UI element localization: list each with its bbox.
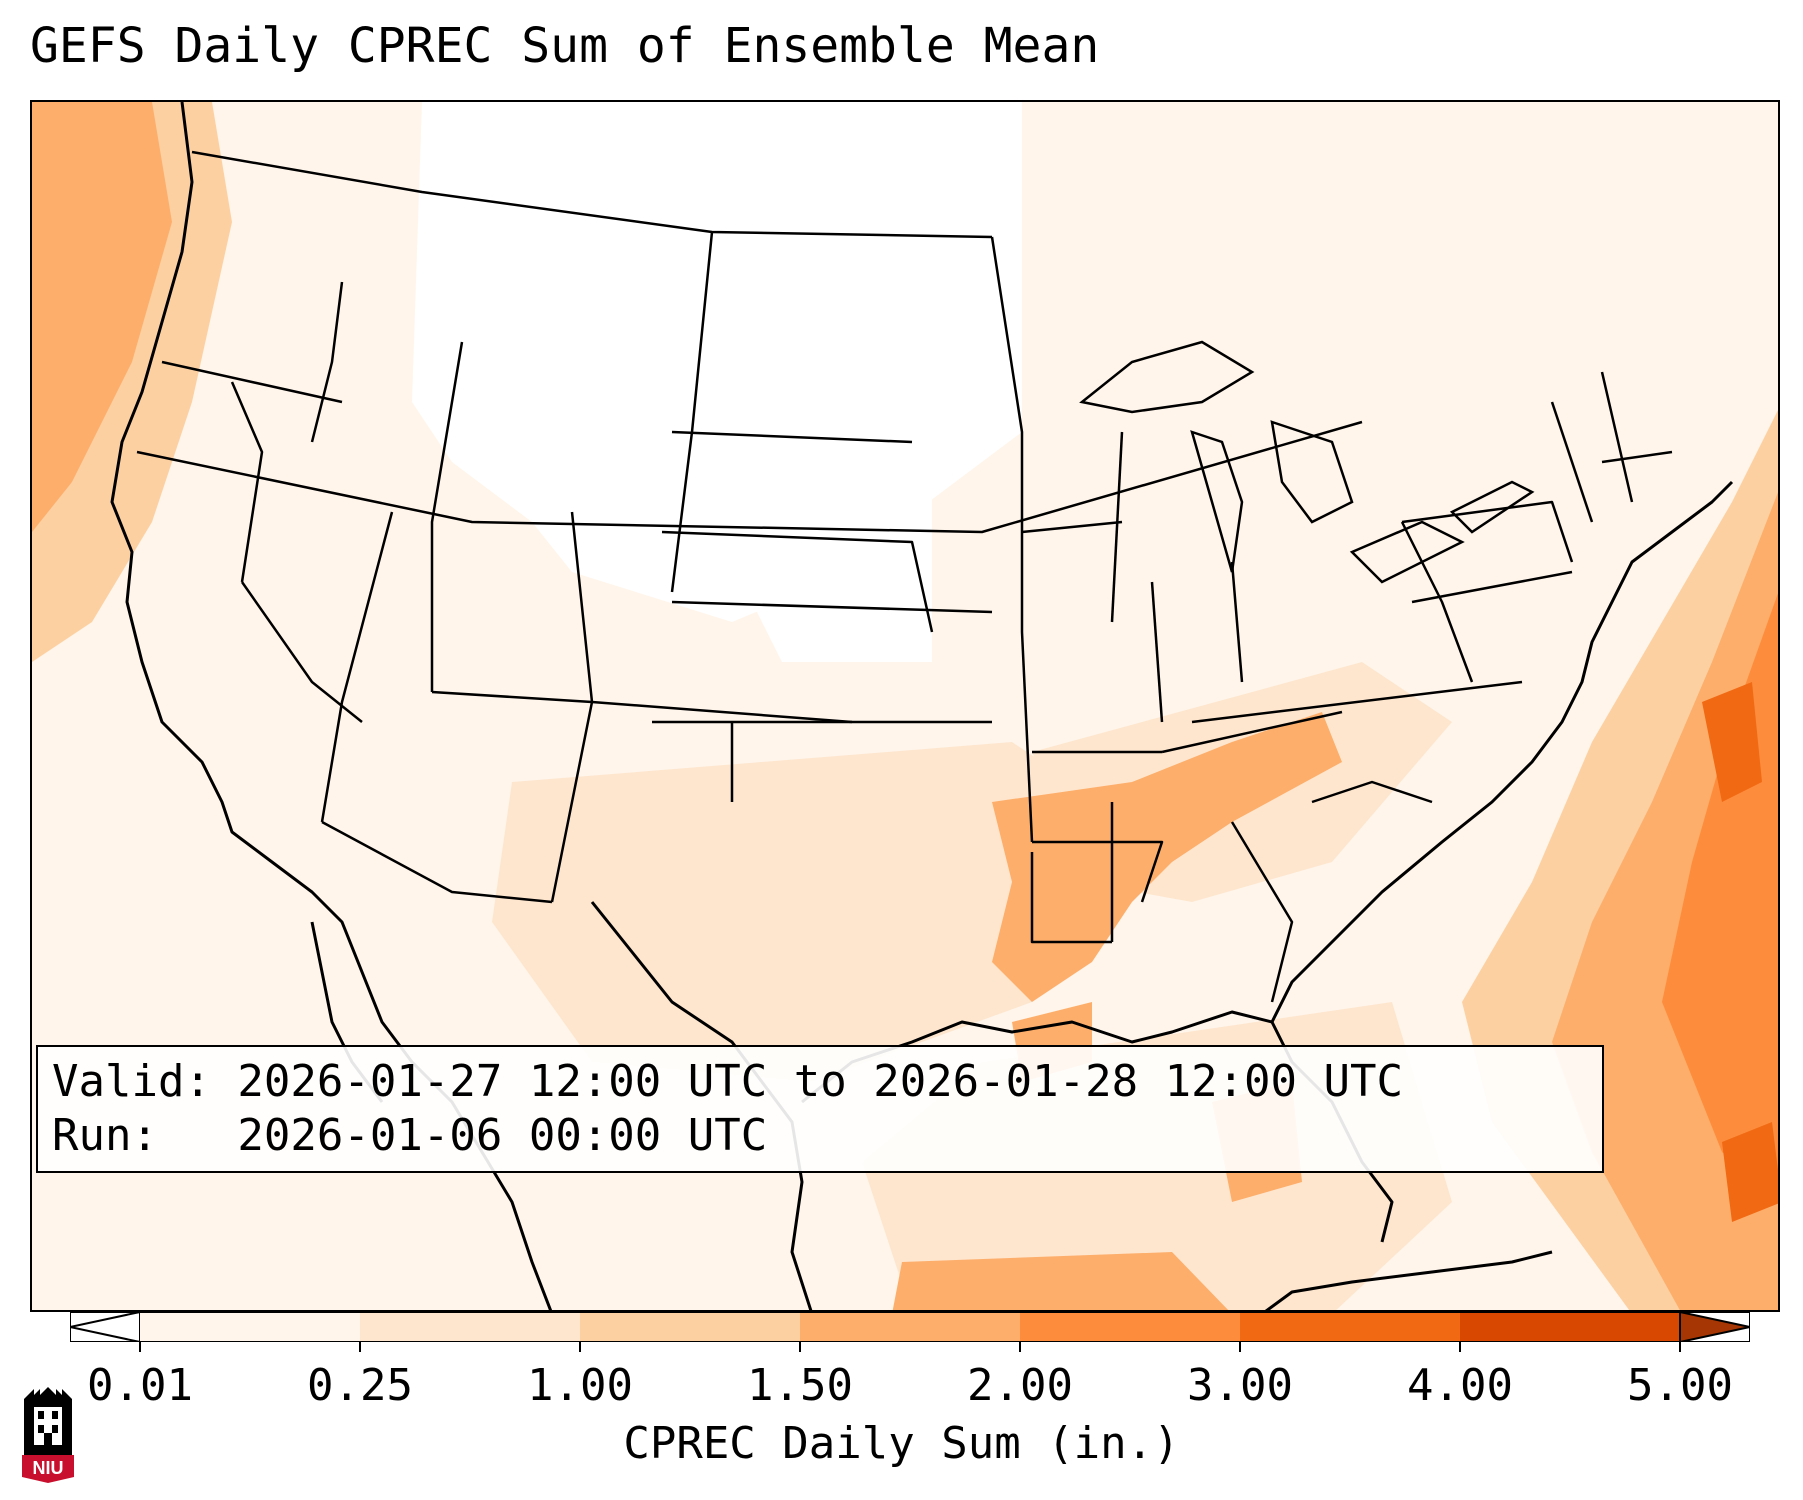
colorbar-segment (800, 1312, 1021, 1342)
validity-info-box: Valid: 2026-01-27 12:00 UTC to 2026-01-2… (36, 1045, 1604, 1173)
colorbar-tick-label: 4.00 (1407, 1360, 1513, 1411)
colorbar-tick (799, 1342, 801, 1352)
colorbar-tick (1679, 1342, 1681, 1352)
colorbar-over-arrow (1679, 1312, 1750, 1342)
colorbar-tick-label: 2.00 (967, 1360, 1073, 1411)
colorbar-segment (580, 1312, 801, 1342)
colorbar-tick-label: 0.25 (307, 1360, 413, 1411)
state-borders (136, 150, 1673, 1003)
colorbar-under-arrow (70, 1312, 141, 1342)
valid-time-text: Valid: 2026-01-27 12:00 UTC to 2026-01-2… (52, 1056, 1404, 1107)
colorbar-tick (579, 1342, 581, 1352)
colorbar-tick (359, 1342, 361, 1352)
colorbar-segments (70, 1312, 1750, 1342)
colorbar-segment (360, 1312, 581, 1342)
colorbar-segment (1020, 1312, 1241, 1342)
colorbar (70, 1312, 1750, 1342)
colorbar-tick (1019, 1342, 1021, 1352)
map-title: GEFS Daily CPREC Sum of Ensemble Mean (30, 18, 1100, 74)
colorbar-segment (1240, 1312, 1461, 1342)
logo-banner (22, 1455, 74, 1483)
colorbar-tick (1239, 1342, 1241, 1352)
colorbar-tick-label: 5.00 (1627, 1360, 1733, 1411)
colorbar-tick (139, 1342, 141, 1352)
colorbar-tick-label: 3.00 (1187, 1360, 1293, 1411)
great-lakes (1079, 340, 1535, 584)
colorbar-label: CPREC Daily Sum (in.) (623, 1418, 1180, 1469)
colorbar-tick-label: 1.00 (527, 1360, 633, 1411)
run-time-text: Run: 2026-01-06 00:00 UTC (52, 1110, 768, 1161)
colorbar-segment (140, 1312, 361, 1342)
niu-logo: NIU (22, 1387, 74, 1483)
colorbar-ticks: 0.01 0.25 1.00 1.50 2.00 3.00 4.00 5.00 (0, 1342, 1803, 1411)
colorbar-tick (1459, 1342, 1461, 1352)
colorbar-segment (1460, 1312, 1681, 1342)
colorbar-tick-label: 1.50 (747, 1360, 853, 1411)
logo-text: NIU (33, 1458, 64, 1478)
colorbar-tick-label: 0.01 (87, 1360, 193, 1411)
